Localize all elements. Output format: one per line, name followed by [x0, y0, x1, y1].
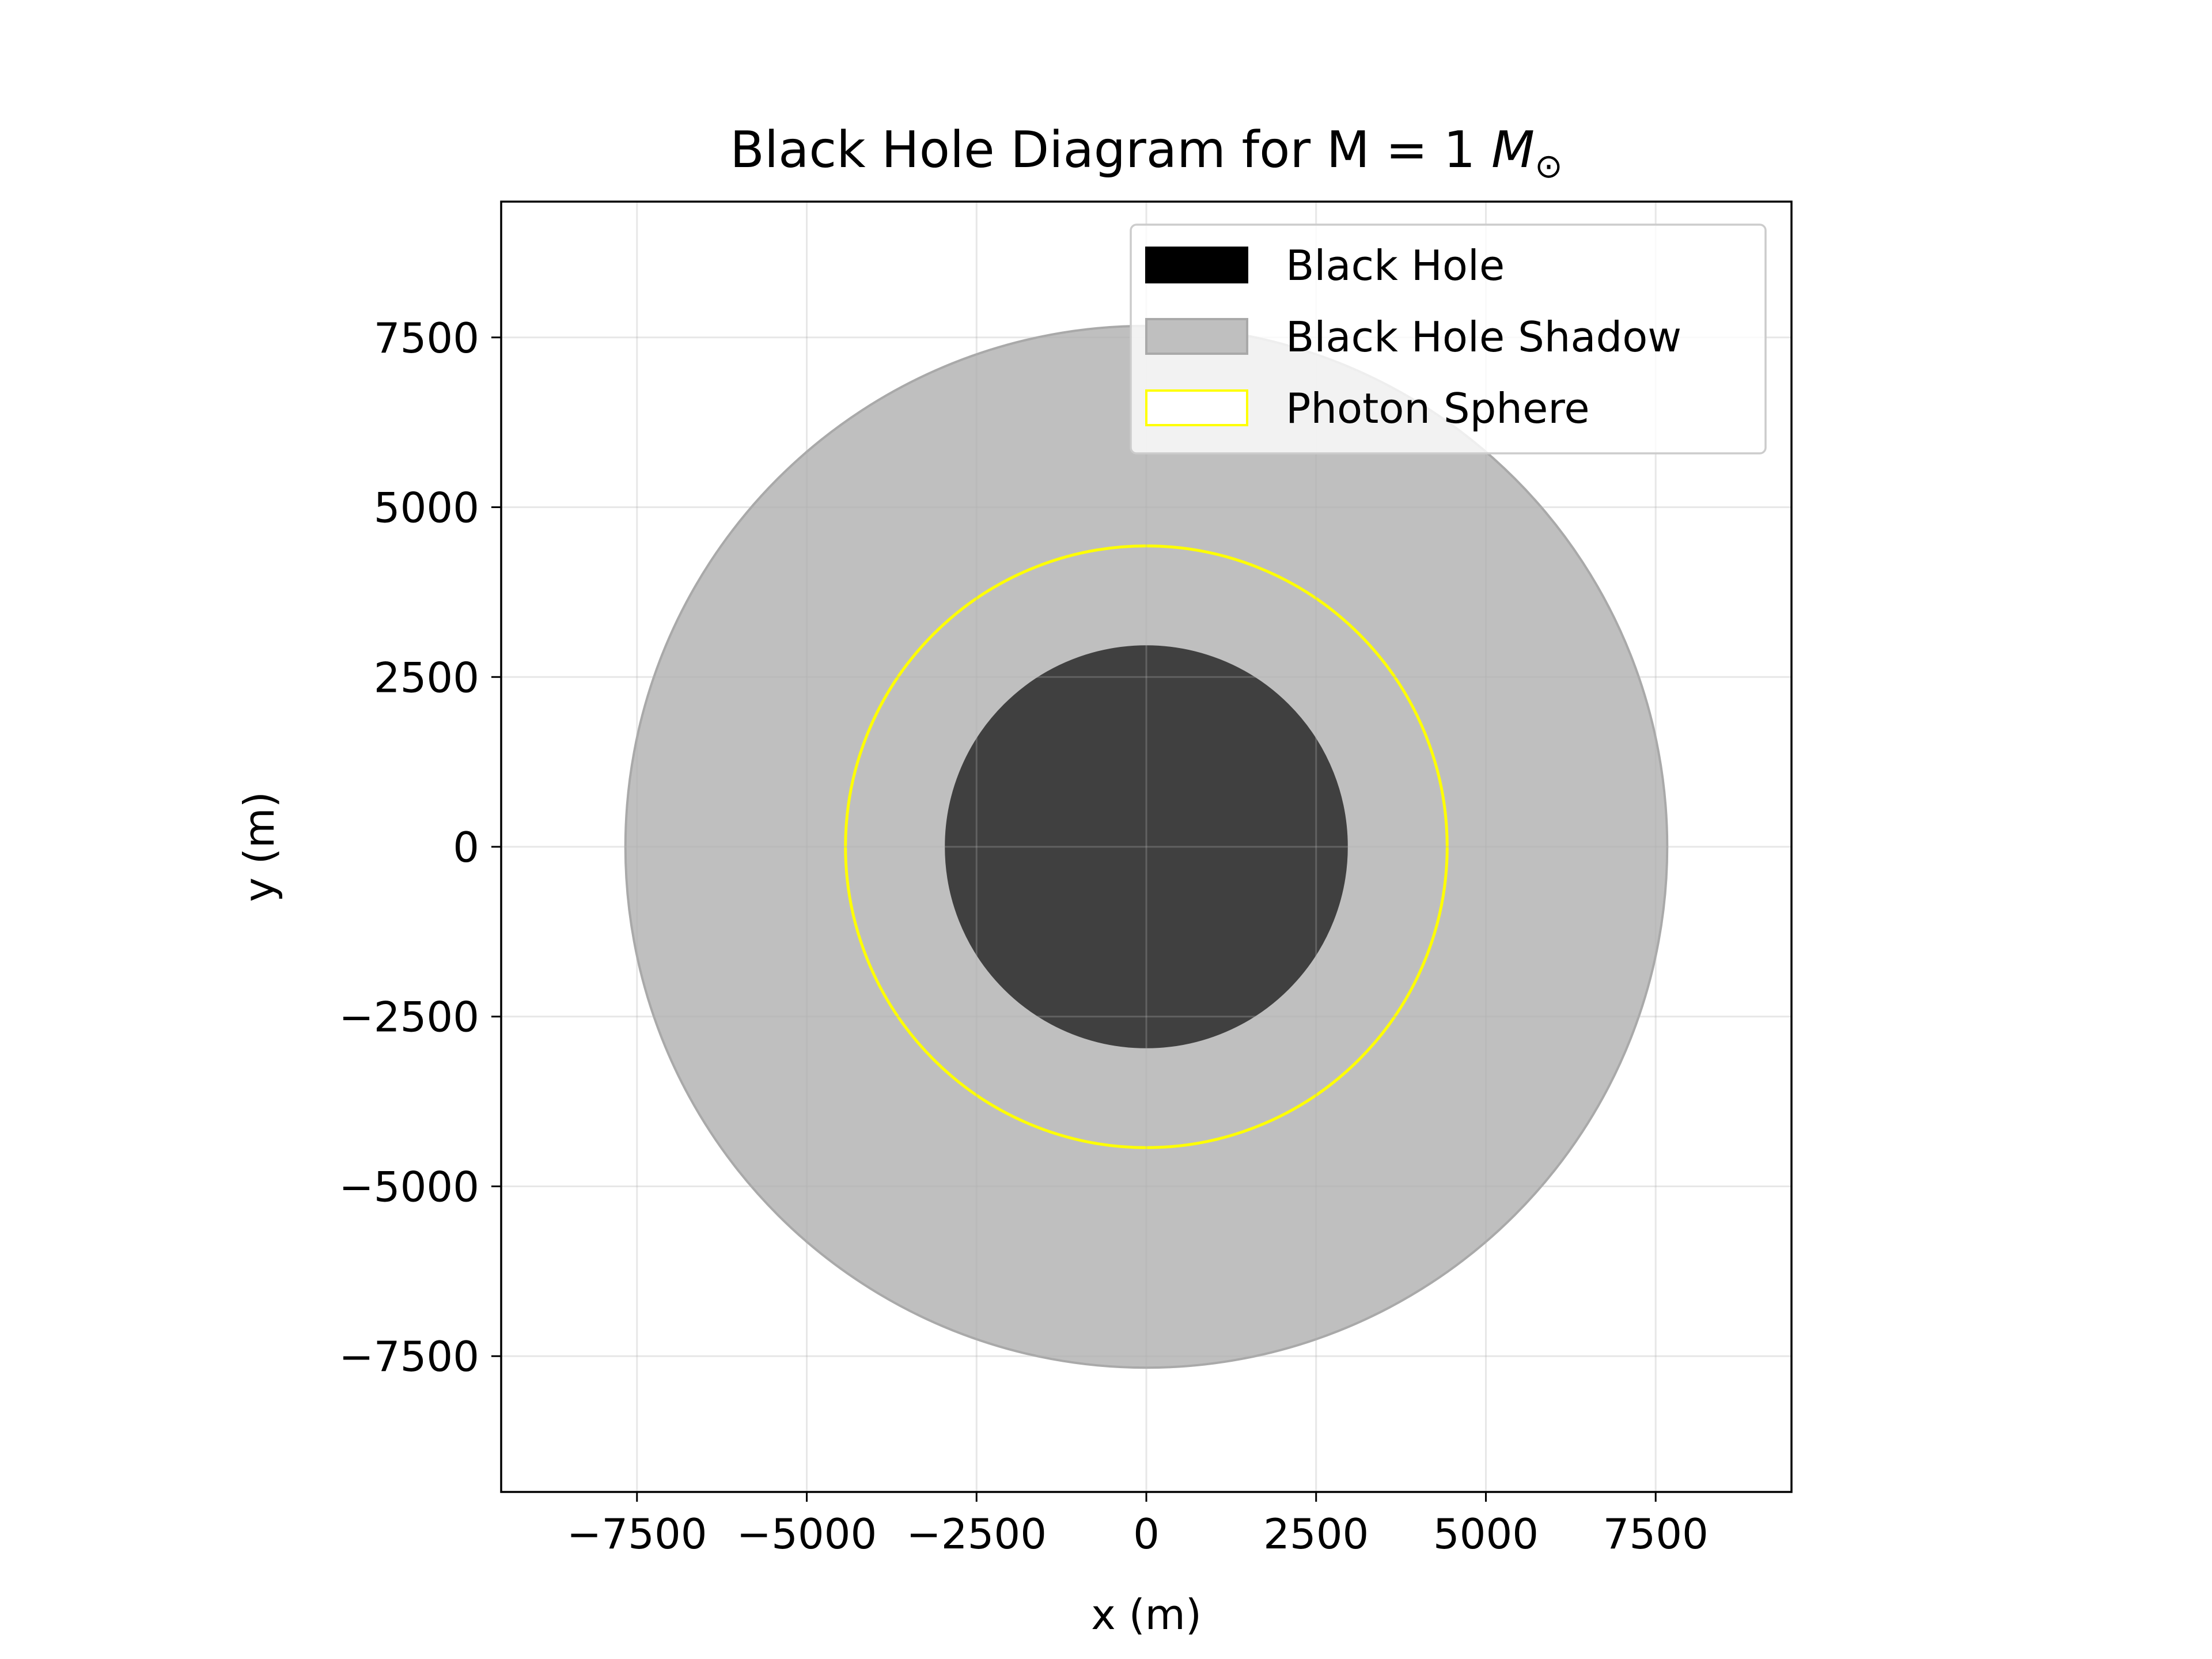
legend-label-black-hole-shadow: Black Hole Shadow	[1286, 313, 1681, 361]
x-tick-label: −7500	[567, 1510, 707, 1558]
chart-title: Black Hole Diagram for M = 1 M⊙	[730, 120, 1562, 185]
y-tick-label: −7500	[339, 1332, 479, 1381]
circles	[624, 324, 1669, 1369]
legend-swatch-black-hole	[1145, 247, 1248, 283]
x-tick-label: 5000	[1433, 1510, 1539, 1558]
y-axis-label: y (m)	[235, 791, 283, 902]
y-axis-ticks: −7500 −5000 −2500 0 2500 5000 7500	[339, 314, 501, 1381]
y-tick-label: 2500	[374, 653, 479, 702]
black-hole-disk	[945, 645, 1348, 1048]
y-tick-label: −5000	[339, 1162, 479, 1211]
legend: Black Hole Black Hole Shadow Photon Sphe…	[1130, 224, 1767, 454]
legend-label-black-hole: Black Hole	[1286, 241, 1505, 290]
photon-sphere-ring	[844, 544, 1449, 1149]
chart-title-mass-symbol: M	[1491, 120, 1535, 179]
legend-swatch-photon-sphere	[1145, 389, 1248, 426]
x-axis-label: x (m)	[1091, 1590, 1202, 1639]
legend-label-photon-sphere: Photon Sphere	[1286, 384, 1590, 433]
y-tick-label: 7500	[374, 314, 479, 362]
y-tick-label: −2500	[339, 993, 479, 1041]
chart-title-main: Black Hole Diagram for M = 1	[730, 120, 1491, 179]
legend-swatch-black-hole-shadow	[1145, 318, 1248, 355]
x-axis-ticks: −7500 −5000 −2500 0 2500 5000 7500	[567, 1492, 1709, 1558]
y-tick-label: 5000	[374, 484, 479, 532]
x-tick-label: −2500	[906, 1510, 1047, 1558]
y-tick-label: 0	[453, 823, 479, 872]
legend-box	[1130, 224, 1767, 454]
x-tick-label: 0	[1133, 1510, 1160, 1558]
x-tick-label: 2500	[1263, 1510, 1369, 1558]
x-tick-label: −5000	[737, 1510, 877, 1558]
x-tick-label: 7500	[1603, 1510, 1709, 1558]
chart-title-sun-symbol: ⊙	[1535, 146, 1563, 185]
